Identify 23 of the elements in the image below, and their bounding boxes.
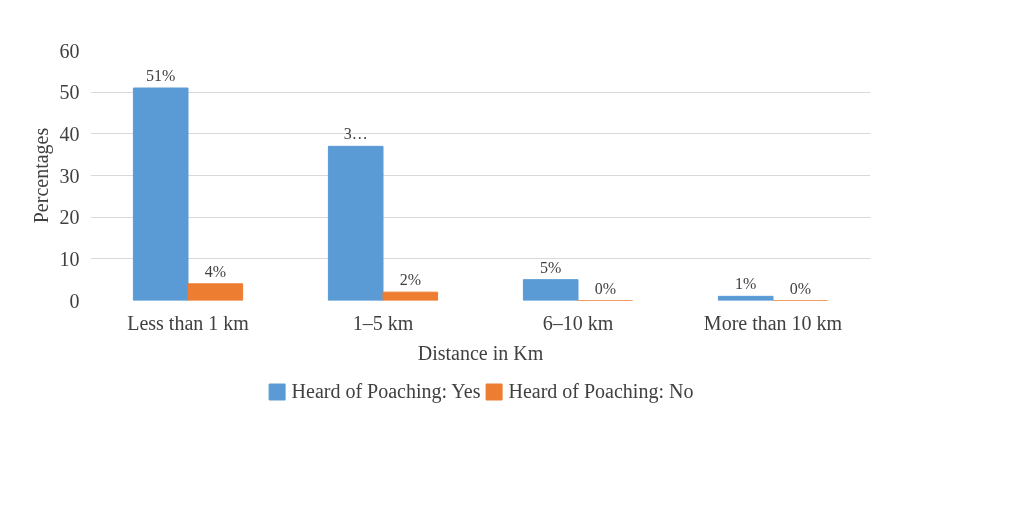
data-label: 5% [540,258,562,276]
x-axis-title: Distance in Km [417,341,544,364]
y-tick-label: 0 [69,289,80,312]
y-tick-label: 30 [59,164,80,187]
y-tick-label: 50 [59,81,80,104]
data-label: 0% [789,279,811,297]
x-tick-label: 6–10 km [542,311,614,334]
y-tick-label: 20 [59,206,80,229]
data-label: 2% [399,271,421,289]
legend-label: Heard of Poaching: No [508,379,694,403]
data-label: 4% [204,262,226,280]
y-tick-label: 10 [59,247,80,270]
data-label: 1% [735,275,757,293]
data-label: 0% [594,279,616,297]
y-tick-label: 40 [59,122,80,145]
y-tick-label: 60 [59,39,80,62]
y-axis-title: Percentages [29,127,53,224]
data-label: 3… [343,125,368,143]
data-label: 51% [146,67,176,84]
x-tick-label: 1–5 km [352,311,414,334]
x-tick-label: Less than 1 km [127,311,250,334]
x-tick-label: More than 10 km [703,311,843,334]
legend-label: Heard of Poaching: Yes [291,379,481,403]
